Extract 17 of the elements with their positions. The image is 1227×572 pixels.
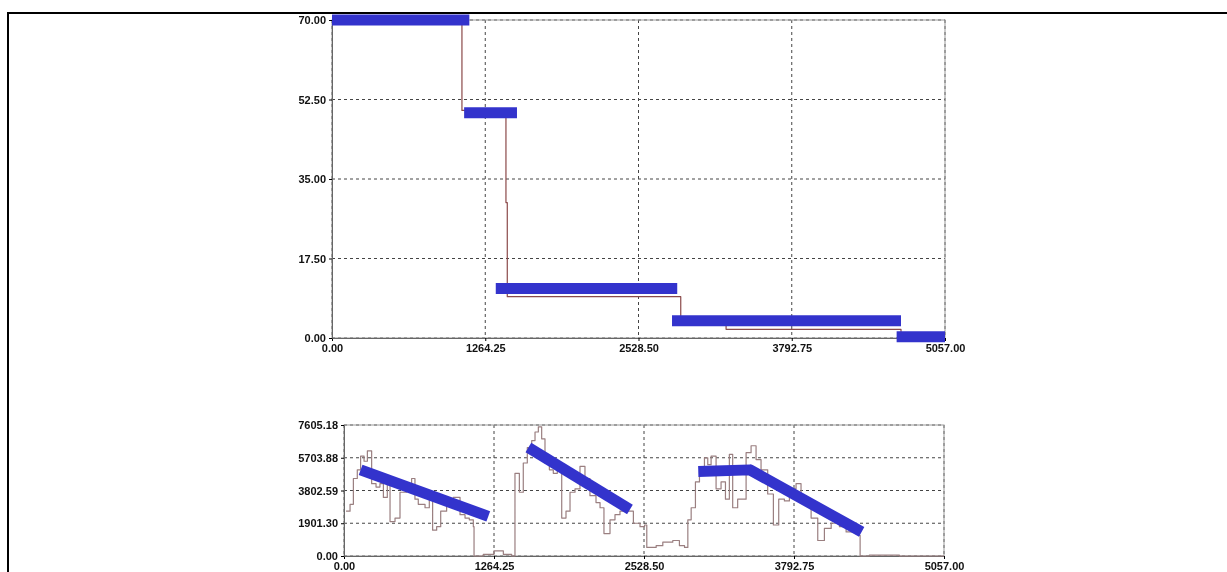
y-tick-label: 0.00 (304, 332, 326, 345)
y-tick-label: 17.50 (298, 252, 326, 265)
x-tick-label: 2528.50 (624, 559, 665, 572)
x-tick-label: 2528.50 (619, 341, 659, 354)
x-tick-label: 5057.00 (924, 559, 965, 572)
y-tick-label: 52.50 (298, 93, 326, 106)
y-tick-label: 7605.18 (298, 419, 338, 432)
x-tick-label: 1264.25 (465, 341, 506, 354)
x-tick-label: 5057.00 (925, 341, 966, 354)
x-tick-label: 3792.75 (774, 559, 815, 572)
x-tick-label: 3792.75 (772, 341, 813, 354)
y-tick-label: 3802.59 (298, 484, 338, 497)
y-tick-label: 35.00 (298, 173, 326, 186)
y-tick-label: 5703.88 (298, 451, 338, 464)
y-tick-label: 1901.30 (298, 517, 338, 530)
x-tick-label: 1264.25 (474, 559, 515, 572)
y-tick-label: 70.00 (298, 14, 326, 27)
